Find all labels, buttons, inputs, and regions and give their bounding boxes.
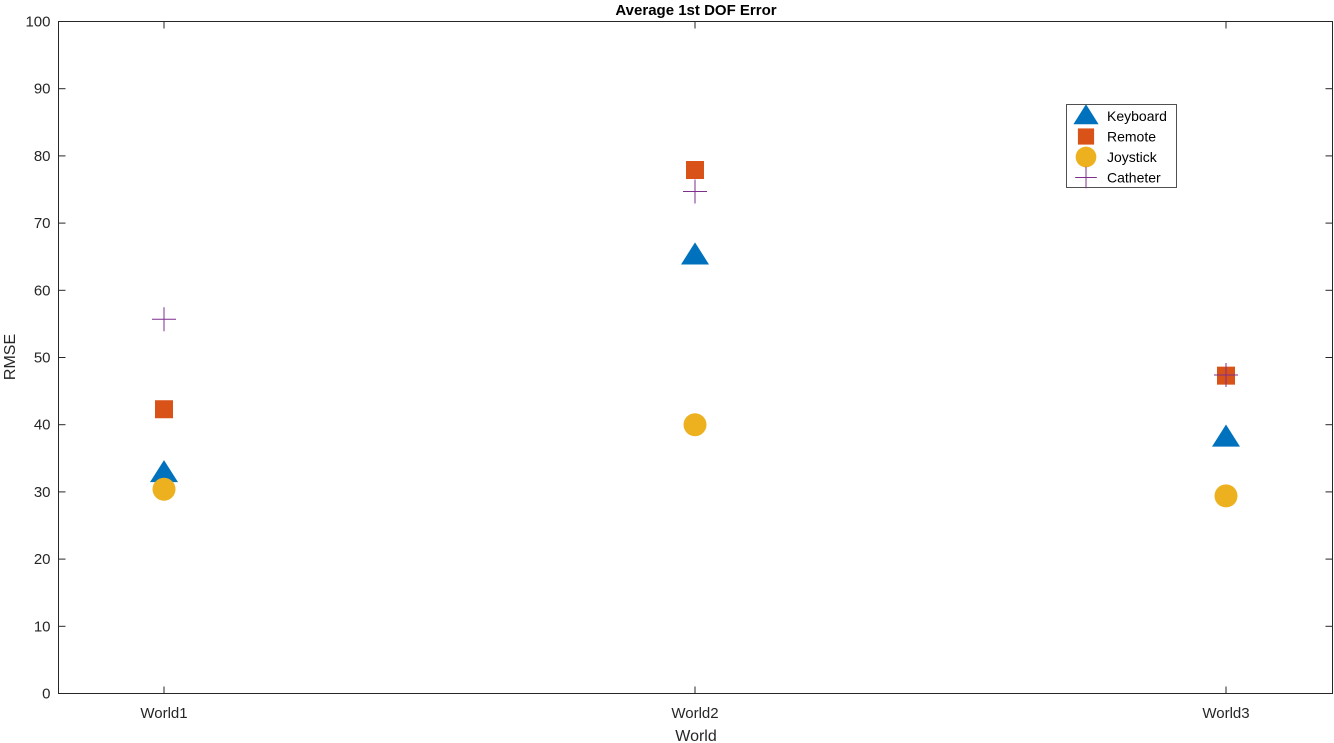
triangle-point <box>150 460 178 483</box>
series-joystick <box>152 413 1238 508</box>
legend-label: Keyboard <box>1107 108 1167 124</box>
x-tick-label: World2 <box>671 705 718 722</box>
plus-point <box>1214 362 1238 387</box>
y-tick-label: 40 <box>34 417 51 434</box>
legend-plus-icon <box>1075 166 1097 189</box>
y-tick-label: 10 <box>34 618 51 635</box>
legend: Keyboard Remote Joystick Catheter <box>1066 104 1177 189</box>
series-remote <box>155 161 1235 419</box>
y-axis-label: RMSE <box>2 334 19 380</box>
y-axis: 0 10 20 30 40 50 60 70 80 90 100 <box>25 14 1333 703</box>
chart-title: Average 1st DOF Error <box>615 2 776 19</box>
x-tick-label: World3 <box>1202 705 1249 722</box>
y-tick-label: 90 <box>34 81 51 98</box>
y-tick-label: 60 <box>34 282 51 299</box>
y-tick-label: 80 <box>34 148 51 165</box>
circle-point <box>1214 484 1238 508</box>
legend-label: Joystick <box>1107 149 1158 165</box>
legend-label: Remote <box>1107 129 1156 145</box>
y-tick-label: 70 <box>34 215 51 232</box>
x-axis-label: World <box>675 728 717 743</box>
y-tick-label: 0 <box>42 686 50 703</box>
circle-point <box>683 413 707 437</box>
square-point <box>686 161 704 180</box>
y-tick-label: 20 <box>34 551 51 568</box>
y-tick-label: 100 <box>25 14 50 31</box>
plus-point <box>683 179 707 204</box>
y-tick-label: 50 <box>34 350 51 367</box>
y-tick-label: 30 <box>34 484 51 501</box>
x-axis: World1 World2 World3 <box>140 21 1250 722</box>
legend-label: Catheter <box>1107 170 1161 186</box>
data-series <box>150 161 1240 508</box>
circle-point <box>152 477 176 501</box>
legend-circle-icon <box>1075 146 1097 168</box>
plus-point <box>152 307 176 332</box>
triangle-point <box>1212 424 1240 447</box>
series-catheter <box>152 179 1238 387</box>
triangle-point <box>681 242 709 265</box>
legend-triangle-icon <box>1073 104 1099 125</box>
series-keyboard <box>150 242 1240 483</box>
legend-square-icon <box>1077 128 1095 145</box>
square-point <box>155 400 173 419</box>
x-tick-label: World1 <box>140 705 187 722</box>
